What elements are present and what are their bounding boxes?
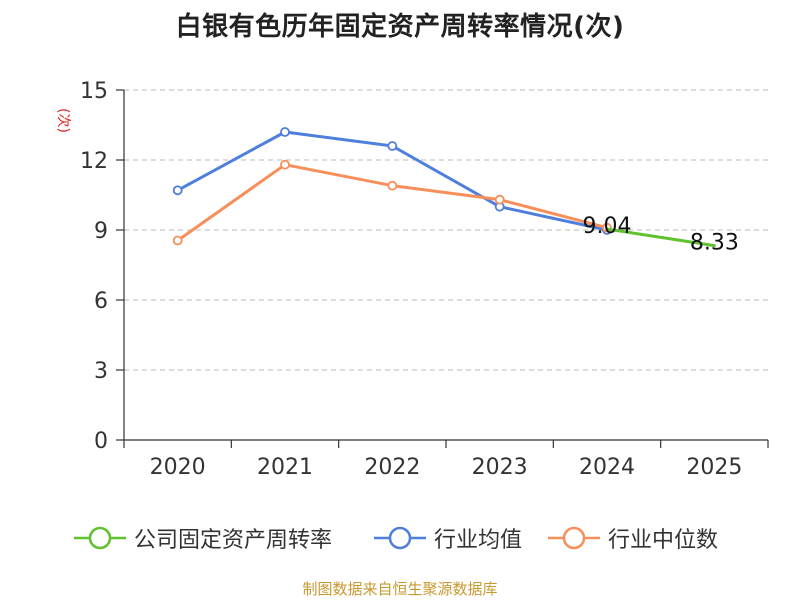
legend-marker-company (74, 526, 126, 550)
y-tick-label-15: 15 (80, 79, 108, 104)
y-tick-label-12: 12 (80, 149, 108, 174)
x-tick-label-2025: 2025 (686, 455, 742, 480)
legend-circle (388, 526, 412, 550)
data-label-company-2024: 9.04 (583, 214, 632, 239)
point-avg-2020 (172, 185, 183, 196)
x-tick-label-2020: 2020 (150, 455, 206, 480)
data-label-company-2025: 8.33 (690, 231, 739, 256)
series-line-company (605, 227, 716, 248)
grid-layer (124, 89, 768, 371)
point-median-2022 (387, 180, 398, 191)
legend: 公司固定资产周转率 行业均值 行业中位数 (0, 520, 800, 556)
legend-label-company: 公司固定资产周转率 (134, 528, 333, 553)
x-tick-label-2023: 2023 (472, 455, 528, 480)
point-median-2020 (172, 235, 183, 246)
x-tick-label-2021: 2021 (257, 455, 313, 480)
x-tick-label-2022: 2022 (364, 455, 420, 480)
data-label-layer: 9.04 8.33 (583, 214, 739, 256)
legend-marker-industry-median (548, 526, 600, 550)
y-tick-label-0: 0 (94, 429, 108, 454)
legend-item-company[interactable]: 公司固定资产周转率 (72, 520, 332, 556)
legend-label-industry-average: 行业均值 (434, 528, 523, 553)
series-line-median (176, 163, 609, 242)
legend-item-industry-median[interactable]: 行业中位数 (546, 520, 718, 556)
point-median-2021 (280, 159, 290, 170)
y-tick-label-3: 3 (94, 359, 108, 384)
y-tick-label-6: 6 (94, 289, 108, 314)
legend-circle (88, 526, 112, 550)
x-tick-label-2024: 2024 (579, 455, 635, 480)
chart-title: 白银有色历年固定资产周转率情况(次) (175, 12, 625, 42)
legend-label-industry-median: 行业中位数 (608, 528, 719, 553)
y-tick-label-9: 9 (94, 219, 108, 244)
legend-circle (562, 526, 586, 550)
axis-layer: 0 3 6 9 12 15 2020 2021 2022 2023 2024 2025 (80, 79, 769, 480)
point-avg-2021 (280, 127, 290, 137)
legend-marker-industry-average (374, 526, 426, 550)
legend-item-industry-average[interactable]: 行业均值 (372, 520, 522, 556)
point-median-2023 (494, 194, 505, 205)
series-layer (172, 127, 716, 248)
data-source-note: 制图数据来自恒生聚源数据库 (302, 580, 498, 598)
point-avg-2022 (387, 141, 398, 151)
